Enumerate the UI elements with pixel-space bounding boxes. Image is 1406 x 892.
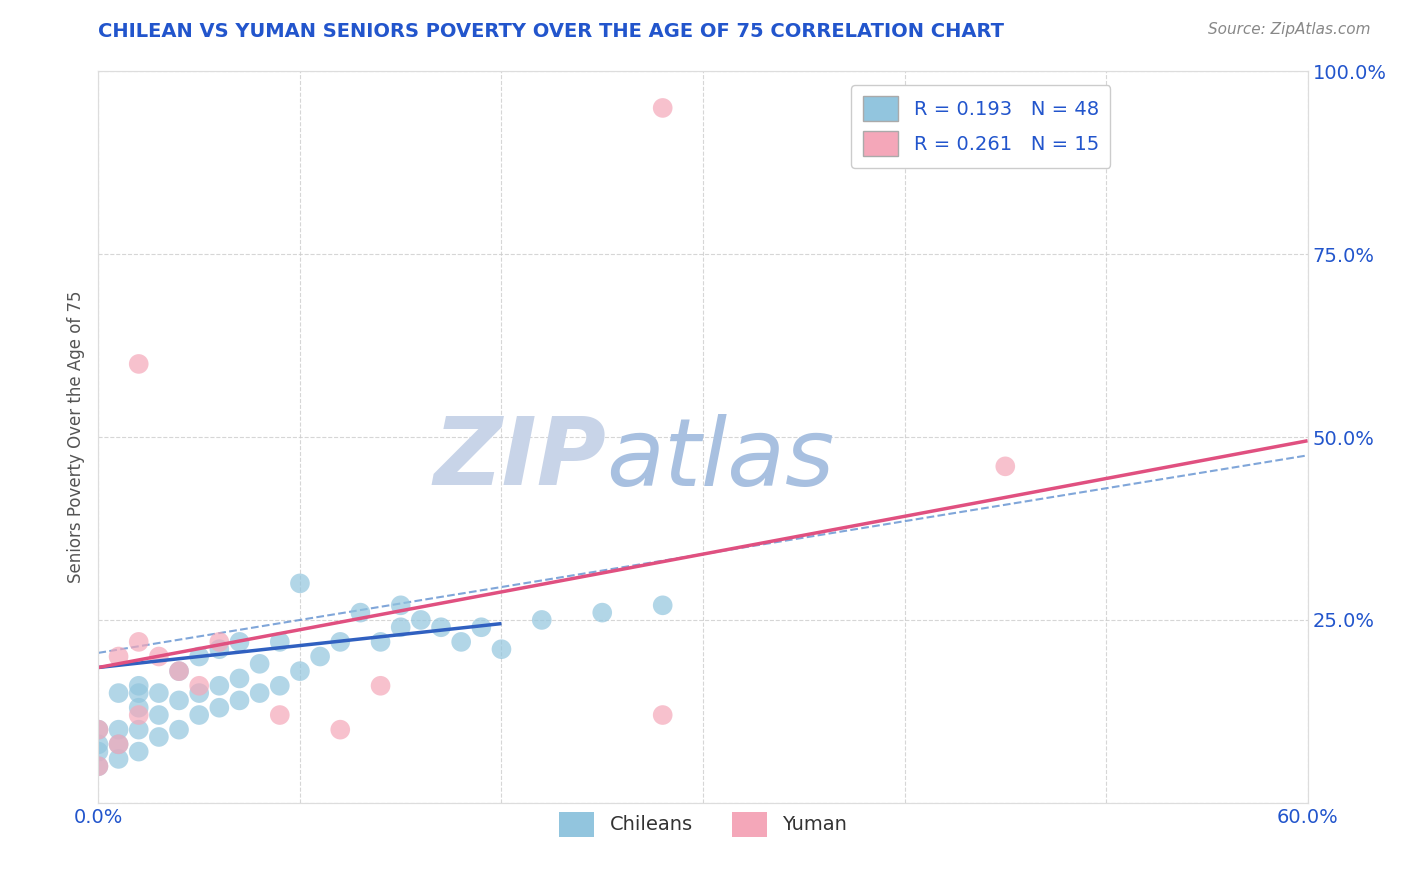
Point xyxy=(107,752,129,766)
Text: Source: ZipAtlas.com: Source: ZipAtlas.com xyxy=(1208,22,1371,37)
Point xyxy=(491,642,513,657)
Point xyxy=(167,664,190,678)
Point xyxy=(107,737,129,751)
Point xyxy=(228,635,250,649)
Point xyxy=(167,664,190,678)
Point xyxy=(288,576,311,591)
Point xyxy=(208,635,231,649)
Point xyxy=(128,745,150,759)
Point xyxy=(591,606,613,620)
Point xyxy=(87,723,110,737)
Point xyxy=(148,649,170,664)
Legend: Chileans, Yuman: Chileans, Yuman xyxy=(551,804,855,845)
Point xyxy=(87,759,110,773)
Point xyxy=(269,635,291,649)
Point xyxy=(107,649,129,664)
Point xyxy=(87,759,110,773)
Point xyxy=(430,620,453,634)
Point xyxy=(188,679,211,693)
Point xyxy=(329,723,352,737)
Point xyxy=(409,613,432,627)
Point xyxy=(370,679,392,693)
Point xyxy=(651,101,673,115)
Point xyxy=(249,657,271,671)
Text: ZIP: ZIP xyxy=(433,413,606,505)
Y-axis label: Seniors Poverty Over the Age of 75: Seniors Poverty Over the Age of 75 xyxy=(67,291,86,583)
Point xyxy=(87,723,110,737)
Point xyxy=(208,679,231,693)
Text: CHILEAN VS YUMAN SENIORS POVERTY OVER THE AGE OF 75 CORRELATION CHART: CHILEAN VS YUMAN SENIORS POVERTY OVER TH… xyxy=(98,22,1004,41)
Point xyxy=(128,708,150,723)
Point xyxy=(450,635,472,649)
Point xyxy=(167,693,190,707)
Point xyxy=(288,664,311,678)
Point xyxy=(107,686,129,700)
Point xyxy=(389,599,412,613)
Point xyxy=(128,357,150,371)
Point xyxy=(651,599,673,613)
Point xyxy=(87,745,110,759)
Point xyxy=(530,613,553,627)
Point xyxy=(228,693,250,707)
Point xyxy=(148,730,170,744)
Point xyxy=(188,708,211,723)
Point xyxy=(208,700,231,714)
Point xyxy=(148,686,170,700)
Point xyxy=(228,672,250,686)
Point xyxy=(470,620,492,634)
Point xyxy=(128,723,150,737)
Point xyxy=(249,686,271,700)
Text: atlas: atlas xyxy=(606,414,835,505)
Point xyxy=(107,737,129,751)
Point xyxy=(128,700,150,714)
Point xyxy=(128,686,150,700)
Point xyxy=(349,606,371,620)
Point xyxy=(148,708,170,723)
Point xyxy=(994,459,1017,474)
Point xyxy=(208,642,231,657)
Point xyxy=(370,635,392,649)
Point xyxy=(651,708,673,723)
Point xyxy=(309,649,332,664)
Point xyxy=(188,649,211,664)
Point xyxy=(87,737,110,751)
Point xyxy=(128,635,150,649)
Point xyxy=(107,723,129,737)
Point xyxy=(269,708,291,723)
Point xyxy=(269,679,291,693)
Point xyxy=(167,723,190,737)
Point xyxy=(128,679,150,693)
Point xyxy=(389,620,412,634)
Point xyxy=(329,635,352,649)
Point xyxy=(188,686,211,700)
